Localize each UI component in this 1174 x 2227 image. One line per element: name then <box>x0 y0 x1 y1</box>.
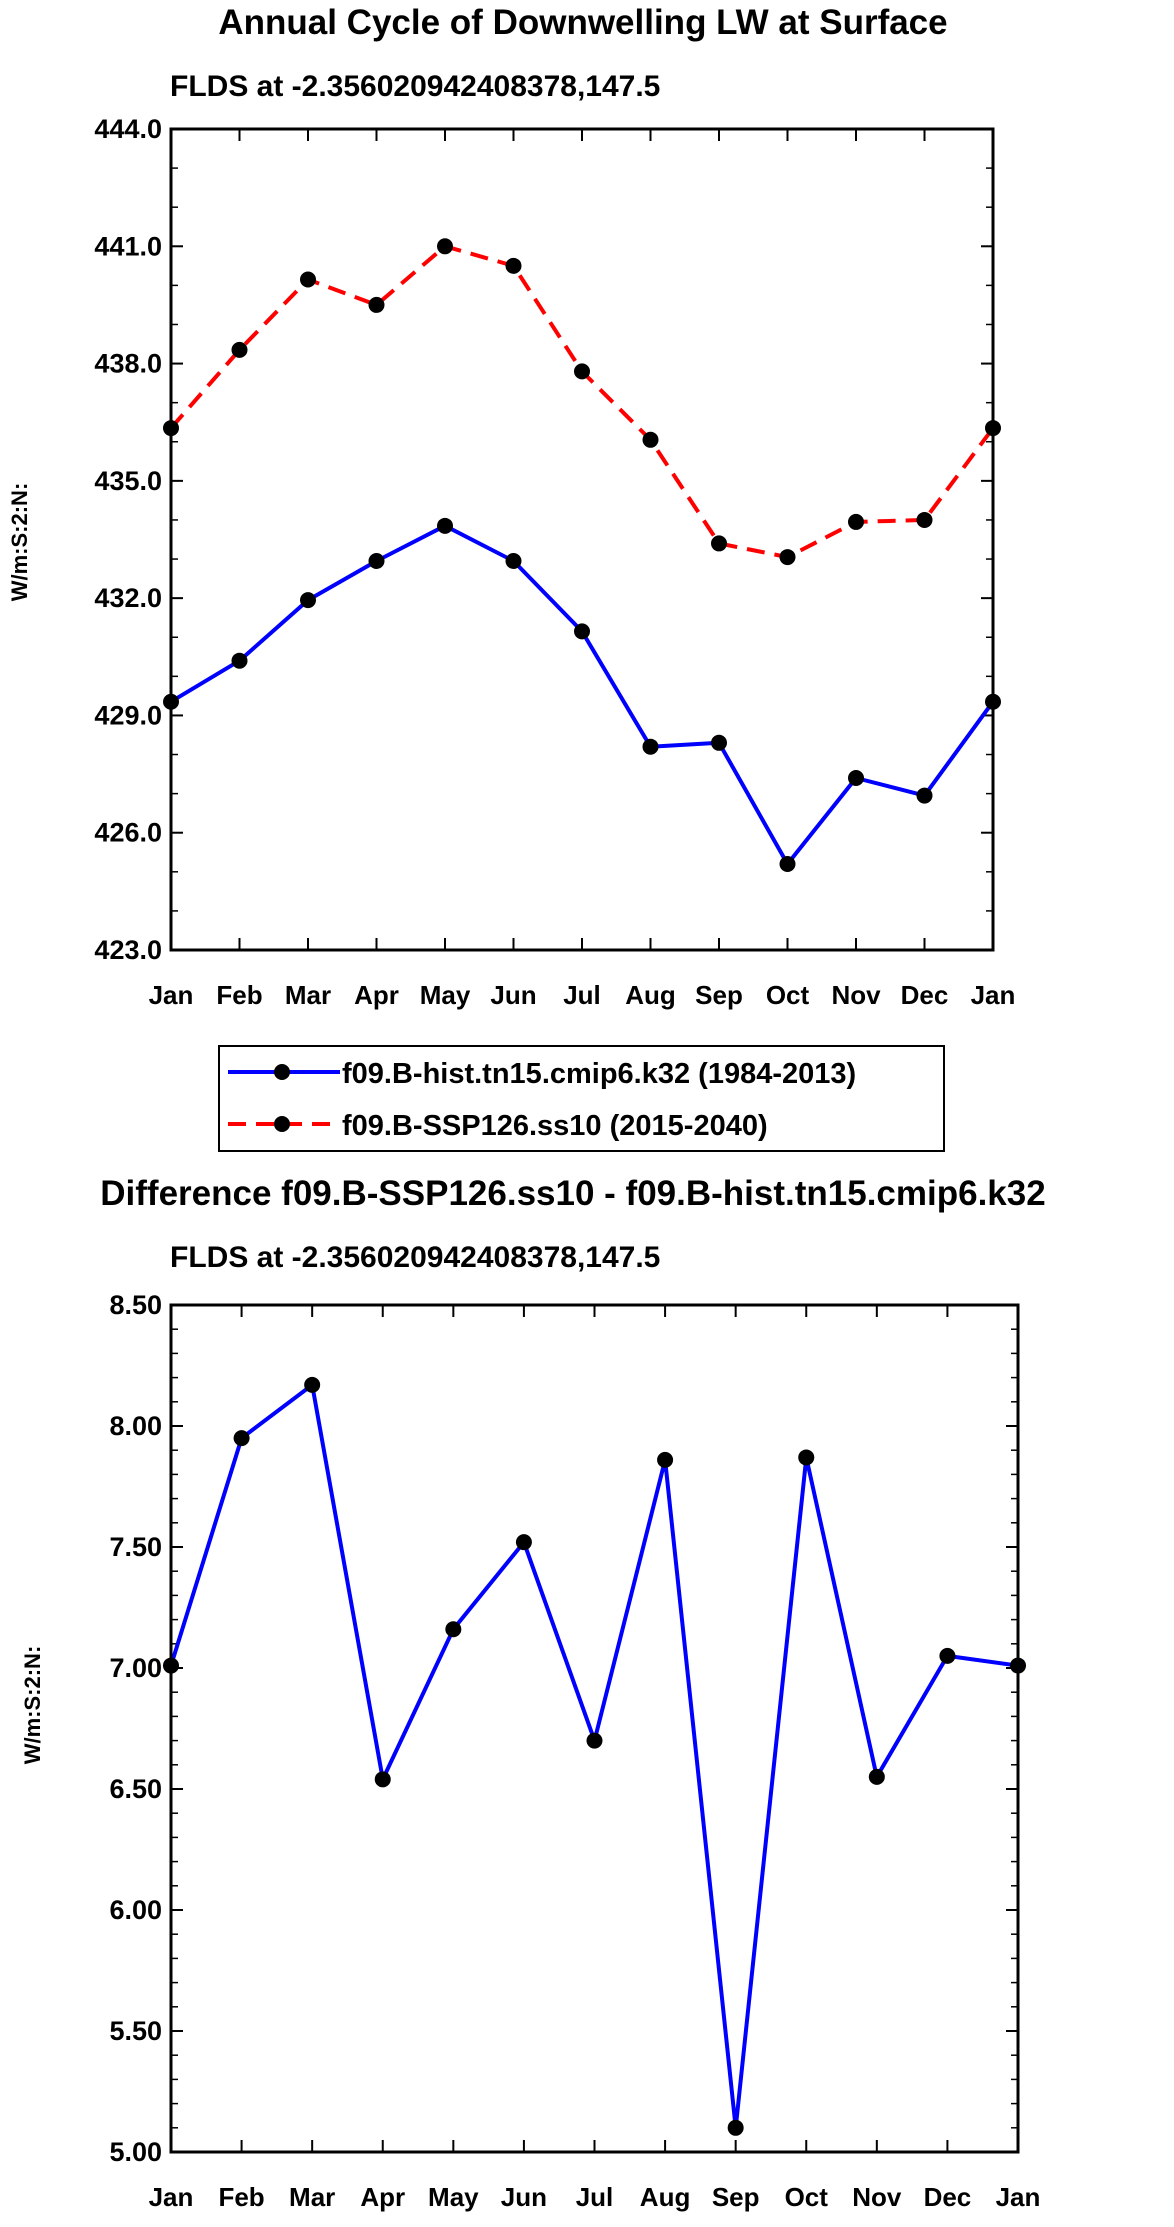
data-point <box>505 257 522 274</box>
x-tick-label: Feb <box>216 980 262 1010</box>
data-point <box>374 1771 391 1788</box>
y-tick-label: 429.0 <box>94 700 162 730</box>
x-tick-label: Dec <box>901 980 949 1010</box>
x-tick-label: Jan <box>149 980 194 1010</box>
y-tick-label: 7.00 <box>109 1653 162 1683</box>
data-point <box>437 238 453 255</box>
data-point <box>848 513 864 530</box>
x-tick-label: Jul <box>576 2182 614 2212</box>
x-tick-label: Dec <box>924 2182 972 2212</box>
data-point <box>300 271 316 288</box>
y-tick-label: 8.00 <box>109 1411 162 1441</box>
y-tick-label: 432.0 <box>94 583 162 613</box>
legend-label-ssp: f09.B-SSP126.ss10 (2015-2040) <box>342 1110 768 1142</box>
y-tick-label: 6.00 <box>109 1895 162 1925</box>
data-point <box>437 517 453 534</box>
data-point <box>505 553 522 570</box>
chart2-plot-frame <box>169 1303 1020 2154</box>
data-point <box>368 296 385 313</box>
x-tick-label: Jul <box>563 980 601 1010</box>
chart1-axes: 423.0 426.0 429.0 432.0 435.0 438.0 441.0 444.0… <box>94 114 1015 1010</box>
y-tick-label: 5.00 <box>109 2137 162 2167</box>
y-tick-label: 6.50 <box>109 1774 162 1804</box>
data-point <box>231 652 248 669</box>
x-tick-label: Jun <box>490 980 536 1010</box>
x-tick-label: May <box>428 2182 479 2212</box>
data-point <box>445 1621 462 1638</box>
y-tick-label: 441.0 <box>94 231 162 261</box>
x-tick-label: Sep <box>695 980 743 1010</box>
data-point <box>574 623 590 640</box>
x-tick-label: Jan <box>971 980 1016 1010</box>
x-tick-label: Mar <box>289 2182 335 2212</box>
y-tick-label: 423.0 <box>94 935 162 965</box>
x-tick-label: Apr <box>354 980 399 1010</box>
data-point <box>642 738 659 755</box>
chart-annual-cycle: Annual Cycle of Downwelling LW at Surfac… <box>7 3 1015 1010</box>
chart1-plot-frame <box>169 127 995 952</box>
x-tick-label: Nov <box>852 2182 902 2212</box>
y-tick-label: 8.50 <box>109 1290 162 1320</box>
x-tick-label: Jan <box>149 2182 194 2212</box>
x-tick-label: Apr <box>360 2182 405 2212</box>
chart1-ylabel: W/m:S:2:N: <box>7 483 32 602</box>
data-point <box>779 855 796 872</box>
x-tick-label: May <box>420 980 471 1010</box>
x-tick-label: Oct <box>766 980 810 1010</box>
chart1-subtitle: FLDS at -2.356020942408378,147.5 <box>170 70 660 103</box>
data-point <box>711 734 727 751</box>
x-tick-label: Aug <box>625 980 676 1010</box>
chart2-subtitle: FLDS at -2.356020942408378,147.5 <box>170 1241 660 1274</box>
x-tick-label: Aug <box>640 2182 691 2212</box>
y-tick-label: 426.0 <box>94 818 162 848</box>
legend: f09.B-hist.tn15.cmip6.k32 (1984-2013) f0… <box>218 1045 945 1152</box>
x-tick-label: Mar <box>285 980 331 1010</box>
data-point <box>779 549 796 566</box>
x-tick-label: Oct <box>785 2182 829 2212</box>
x-tick-label: Jan <box>996 2182 1041 2212</box>
x-tick-label: Sep <box>712 2182 760 2212</box>
y-tick-label: 435.0 <box>94 466 162 496</box>
y-tick-label: 444.0 <box>94 114 162 144</box>
chart1-title: Annual Cycle of Downwelling LW at Surfac… <box>218 3 947 42</box>
data-point <box>868 1768 885 1785</box>
data-point <box>848 769 864 786</box>
chart-difference: Difference f09.B-SSP126.ss10 - f09.B-his… <box>20 1174 1046 2212</box>
chart1-series-layer <box>163 238 1001 872</box>
data-point <box>711 535 727 552</box>
y-tick-label: 5.50 <box>109 2016 162 2046</box>
data-point <box>574 363 590 380</box>
data-point <box>916 511 933 528</box>
data-point <box>642 431 659 448</box>
legend-label-hist: f09.B-hist.tn15.cmip6.k32 (1984-2013) <box>342 1058 856 1090</box>
data-point <box>515 1534 532 1551</box>
y-tick-label: 7.50 <box>109 1532 162 1562</box>
data-point <box>916 787 933 804</box>
data-point <box>657 1451 674 1468</box>
x-tick-label: Jun <box>501 2182 547 2212</box>
data-point <box>231 341 248 358</box>
data-point <box>939 1647 956 1664</box>
legend-marker-hist <box>274 1064 290 1080</box>
x-tick-label: Feb <box>218 2182 264 2212</box>
legend-marker-ssp <box>274 1116 290 1132</box>
data-point <box>586 1732 603 1749</box>
chart2-series-layer <box>163 1376 1026 2136</box>
data-point <box>798 1449 815 1466</box>
data-point <box>727 2119 744 2136</box>
data-point <box>300 592 316 609</box>
data-point <box>304 1376 321 1393</box>
x-tick-label: Nov <box>831 980 881 1010</box>
data-point <box>233 1430 250 1447</box>
legend-box <box>218 1045 945 1152</box>
y-tick-label: 438.0 <box>94 349 162 379</box>
chart2-ylabel: W/m:S:2:N: <box>20 1646 45 1765</box>
data-point <box>368 553 385 570</box>
chart2-title: Difference f09.B-SSP126.ss10 - f09.B-his… <box>100 1174 1045 1213</box>
